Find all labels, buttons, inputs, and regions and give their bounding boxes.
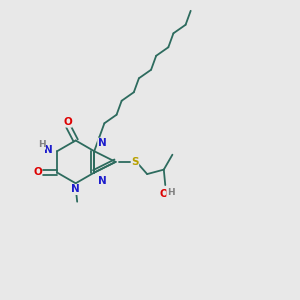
- Text: N: N: [71, 184, 80, 194]
- Text: O: O: [33, 167, 42, 177]
- Text: O: O: [63, 117, 72, 127]
- Text: N: N: [98, 138, 106, 148]
- Text: H: H: [38, 140, 46, 149]
- Text: O: O: [160, 189, 169, 199]
- Text: N: N: [98, 176, 106, 186]
- Text: S: S: [131, 157, 139, 167]
- Text: H: H: [167, 188, 174, 197]
- Text: N: N: [44, 145, 53, 155]
